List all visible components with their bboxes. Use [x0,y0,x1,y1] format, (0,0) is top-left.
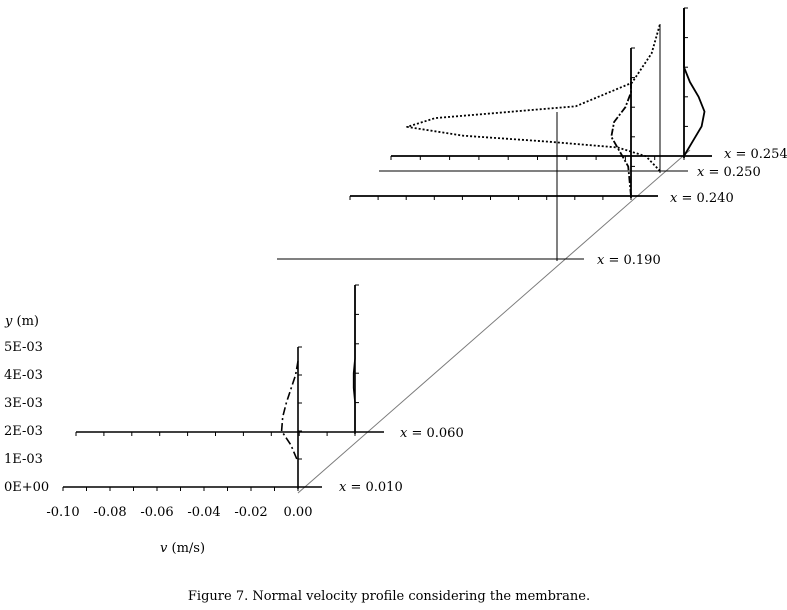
station-label-var: x [697,165,705,180]
x-tick-label: 0.00 [284,505,313,520]
profile-curve-4 [610,77,632,197]
station-label-4: x = 0.240 [670,191,734,206]
x-tick-label: -0.10 [46,505,79,520]
y-tick-label: 1E-03 [4,452,43,467]
x-tick-label: -0.06 [140,505,173,520]
y-axis-title: y (m) [4,314,39,329]
station-label-var: x [400,426,408,441]
station-axes-5 [379,24,688,173]
station-label-value: = 0.250 [704,165,760,180]
station-diagonal-line [297,149,691,494]
station-axes-2 [75,284,384,436]
y-tick-label: 2E-03 [4,424,43,439]
station-axes-4 [349,47,658,200]
x-axis-title: v (m/s) [160,541,205,556]
station-label-var: x [724,147,732,162]
profile-curve-1 [280,360,299,460]
y-tick-label: 4E-03 [4,368,43,383]
x-axis-var: v [160,541,168,556]
y-axis-var: y [4,314,13,329]
station-label-value: = 0.240 [677,191,733,206]
station-label-var: x [670,191,678,206]
station-label-3: x = 0.190 [597,253,661,268]
station-label-5: x = 0.250 [697,165,761,180]
x-tick-label: -0.04 [187,505,220,520]
y-tick-label: 3E-03 [4,396,43,411]
y-tick-label: 0E+00 [4,480,49,495]
station-axes-1 [62,346,322,491]
station-label-value: = 0.254 [731,147,787,162]
station-label-1: x = 0.010 [339,480,403,495]
figure-caption: Figure 7. Normal velocity profile consid… [188,589,590,604]
profile-curves-layer [280,8,706,460]
station-axes-layer [62,7,712,491]
station-label-var: x [597,253,605,268]
y-axis-unit: (m) [12,314,39,329]
profile-curve-6 [683,8,706,157]
x-axis-unit: (m/s) [167,541,205,556]
station-label-2: x = 0.060 [400,426,464,441]
x-tick-label: -0.02 [234,505,267,520]
station-label-var: x [339,480,347,495]
station-diagonal-layer [297,149,691,494]
station-label-value: = 0.060 [407,426,463,441]
station-label-value: = 0.010 [346,480,402,495]
station-label-value: = 0.190 [604,253,660,268]
station-axes-3 [277,112,584,261]
station-axes-6 [390,7,712,160]
profile-curve-2 [352,285,356,432]
y-tick-label: 5E-03 [4,340,43,355]
x-tick-label: -0.08 [93,505,126,520]
profile-curve-5 [406,23,661,172]
station-label-6: x = 0.254 [724,147,787,162]
